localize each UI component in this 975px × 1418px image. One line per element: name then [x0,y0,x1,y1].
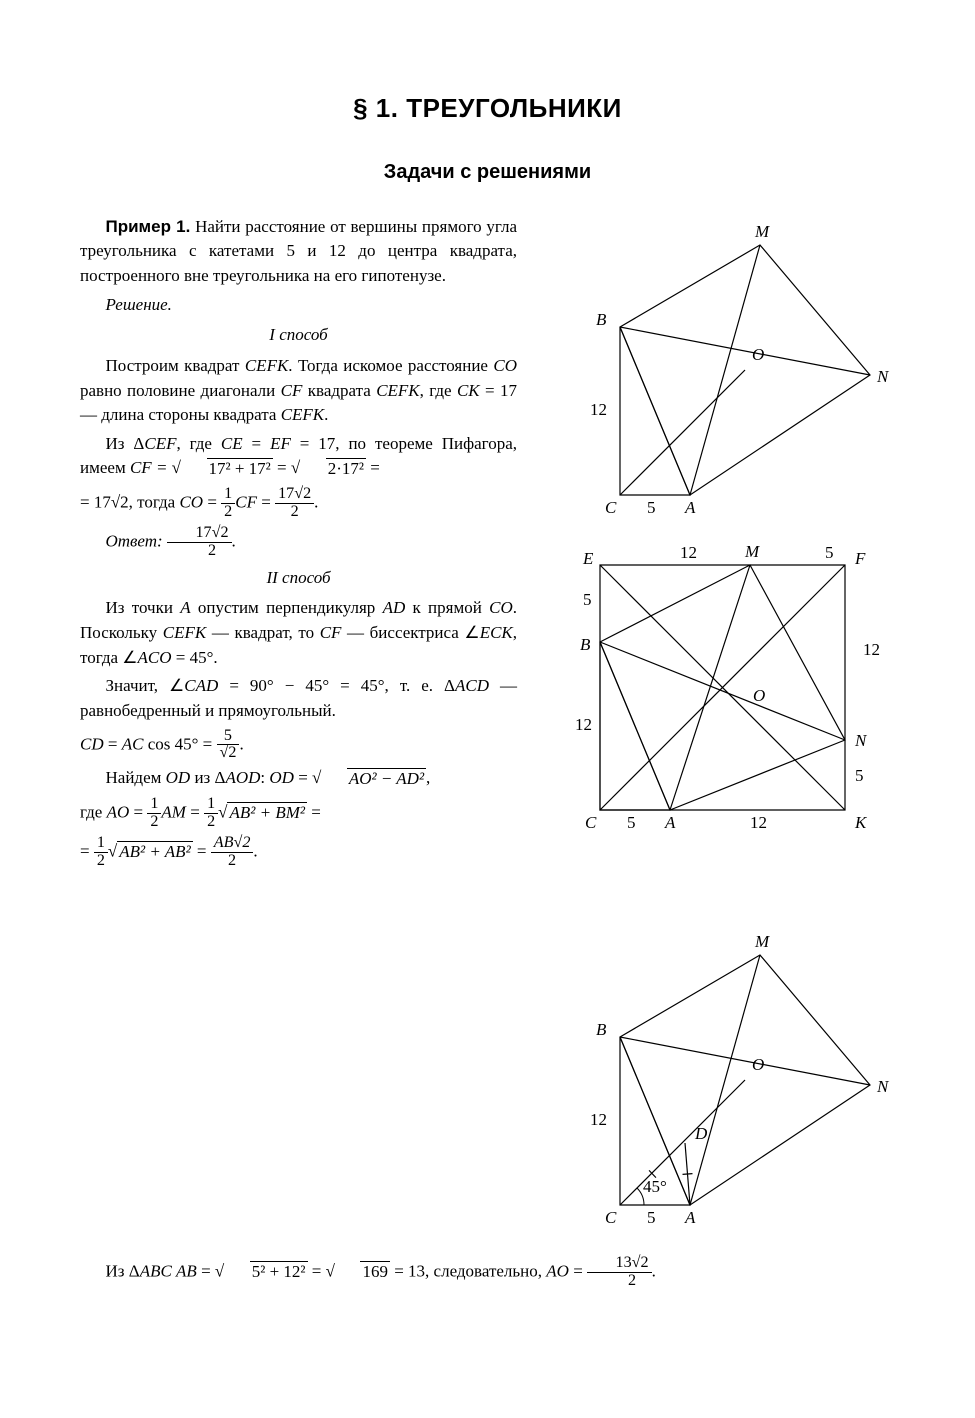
figure-column: C A B M N O 5 12 C A K N F M E B O 5 12 5 12 5 12 5 12 C A B M N O D 45°… [535,215,895,1255]
para-12: = 12√AB² + AB² = AB√22. [80,835,517,870]
text-column: Пример 1. Найти расстояние от вершины пр… [80,215,517,1255]
para-10: Найдем OD из ΔAOD: OD = √AO² − AD², [80,766,517,791]
para-3: Построим квадрат CEFK. Тогда искомое рас… [80,354,517,428]
svg-text:5: 5 [627,813,636,832]
svg-text:12: 12 [863,640,880,659]
svg-text:12: 12 [590,1110,607,1129]
svg-text:12: 12 [750,813,767,832]
geometry-figures: C A B M N O 5 12 C A K N F M E B O 5 12 5 12 5 12 5 12 C A B M N O D 45°… [535,215,895,1255]
svg-text:A: A [684,1208,696,1227]
svg-text:5: 5 [583,590,592,609]
svg-text:B: B [596,1020,607,1039]
para-9: CD = AC cos 45° = 5√2. [80,728,517,763]
svg-text:C: C [605,498,617,517]
para-4: Из ΔCEF, где CE = EF = 17, по теореме Пи… [80,432,517,482]
subsection-heading: Задачи с решениями [80,158,895,187]
svg-text:C: C [605,1208,617,1227]
method-2-label: II способ [80,566,517,591]
para-11: где AO = 12AM = 12√AB² + BM² = [80,796,517,831]
svg-text:A: A [664,813,676,832]
svg-text:K: K [854,813,868,832]
svg-text:M: M [754,932,770,951]
svg-text:M: M [744,542,760,561]
answer-label: Ответ: [106,531,163,550]
svg-text:12: 12 [590,400,607,419]
svg-text:N: N [854,731,868,750]
svg-text:A: A [684,498,696,517]
svg-text:45°: 45° [643,1177,667,1196]
svg-text:N: N [876,1077,890,1096]
svg-text:F: F [854,549,866,568]
para-7: Из точки A опустим перпендикуляр AD к пр… [80,596,517,670]
para-6: Ответ: 17√22. [80,525,517,560]
svg-text:5: 5 [825,543,834,562]
solution-label: Решение. [106,295,172,314]
section-heading: § 1. ТРЕУГОЛЬНИКИ [80,90,895,128]
svg-text:5: 5 [647,498,656,517]
svg-text:5: 5 [855,766,864,785]
example-label: Пример 1. [106,217,191,236]
svg-text:5: 5 [647,1208,656,1227]
svg-text:12: 12 [575,715,592,734]
svg-text:M: M [754,222,770,241]
svg-text:O: O [753,686,765,705]
svg-text:O: O [752,1055,764,1074]
svg-text:O: O [752,345,764,364]
para-1: Пример 1. Найти расстояние от вершины пр… [80,215,517,289]
svg-text:12: 12 [680,543,697,562]
para-8: Значит, ∠CAD = 90° − 45° = 45°, т. е. ΔA… [80,674,517,723]
para-5: = 17√2, тогда CO = 12CF = 17√22. [80,486,517,521]
svg-text:C: C [585,813,597,832]
para-13: Из ΔABC AB = √5² + 12² = √169 = 13, след… [80,1255,895,1290]
svg-text:B: B [580,635,591,654]
svg-text:B: B [596,310,607,329]
svg-text:N: N [876,367,890,386]
para-2: Решение. [80,293,517,318]
method-1-label: I способ [80,323,517,348]
svg-text:D: D [694,1124,708,1143]
svg-text:E: E [582,549,594,568]
